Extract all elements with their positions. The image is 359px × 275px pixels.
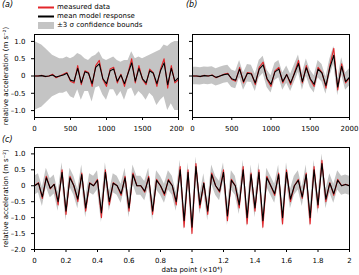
html-text:±3 σ confidence bounds: ±3 σ confidence bounds <box>57 21 143 29</box>
svg-text:0.5: 0.5 <box>14 166 25 174</box>
svg-text:0.8: 0.8 <box>155 257 166 265</box>
svg-text:0: 0 <box>21 182 25 190</box>
svg-text:–1.5: –1.5 <box>11 230 26 238</box>
svg-text:1: 1 <box>190 257 194 265</box>
html-text:(b): (b) <box>186 0 198 9</box>
svg-text:2000: 2000 <box>341 125 359 133</box>
svg-text:1500: 1500 <box>134 125 152 133</box>
svg-text:1.6: 1.6 <box>281 257 293 265</box>
html-text:mean model response: mean model response <box>57 12 135 20</box>
html-text:(a): (a) <box>2 0 14 9</box>
svg-text:2000: 2000 <box>170 125 184 133</box>
svg-text:1.8: 1.8 <box>312 257 323 265</box>
svg-text:0: 0 <box>190 125 194 133</box>
svg-text:–1.0: –1.0 <box>11 107 26 115</box>
svg-text:relative acceleration (m s⁻²): relative acceleration (m s⁻²) <box>2 26 10 125</box>
svg-text:1000: 1000 <box>262 125 280 133</box>
svg-text:–0.5: –0.5 <box>11 198 26 206</box>
svg-text:1.0: 1.0 <box>14 150 25 158</box>
svg-text:relative acceleration (m s⁻²): relative acceleration (m s⁻²) <box>2 149 10 248</box>
svg-text:0.2: 0.2 <box>60 257 71 265</box>
svg-text:1.2: 1.2 <box>218 257 229 265</box>
svg-text:0: 0 <box>21 72 25 80</box>
svg-text:–0.5: –0.5 <box>11 90 26 98</box>
svg-text:data point (×10⁴): data point (×10⁴) <box>161 266 222 274</box>
html-text:(c): (c) <box>2 135 13 144</box>
svg-text:1000: 1000 <box>98 125 116 133</box>
svg-text:1.4: 1.4 <box>249 257 261 265</box>
svg-text:0.5: 0.5 <box>14 55 25 63</box>
svg-text:–2.0: –2.0 <box>11 246 26 254</box>
svg-text:2: 2 <box>347 257 351 265</box>
html-text:measured data: measured data <box>57 3 110 11</box>
svg-text:500: 500 <box>64 125 77 133</box>
svg-text:–1.0: –1.0 <box>11 214 26 222</box>
svg-text:0.4: 0.4 <box>92 257 104 265</box>
svg-text:0: 0 <box>32 257 36 265</box>
svg-text:0.6: 0.6 <box>123 257 135 265</box>
svg-text:0: 0 <box>32 125 36 133</box>
svg-text:1.0: 1.0 <box>14 38 25 46</box>
svg-text:1500: 1500 <box>301 125 319 133</box>
svg-text:500: 500 <box>225 125 238 133</box>
